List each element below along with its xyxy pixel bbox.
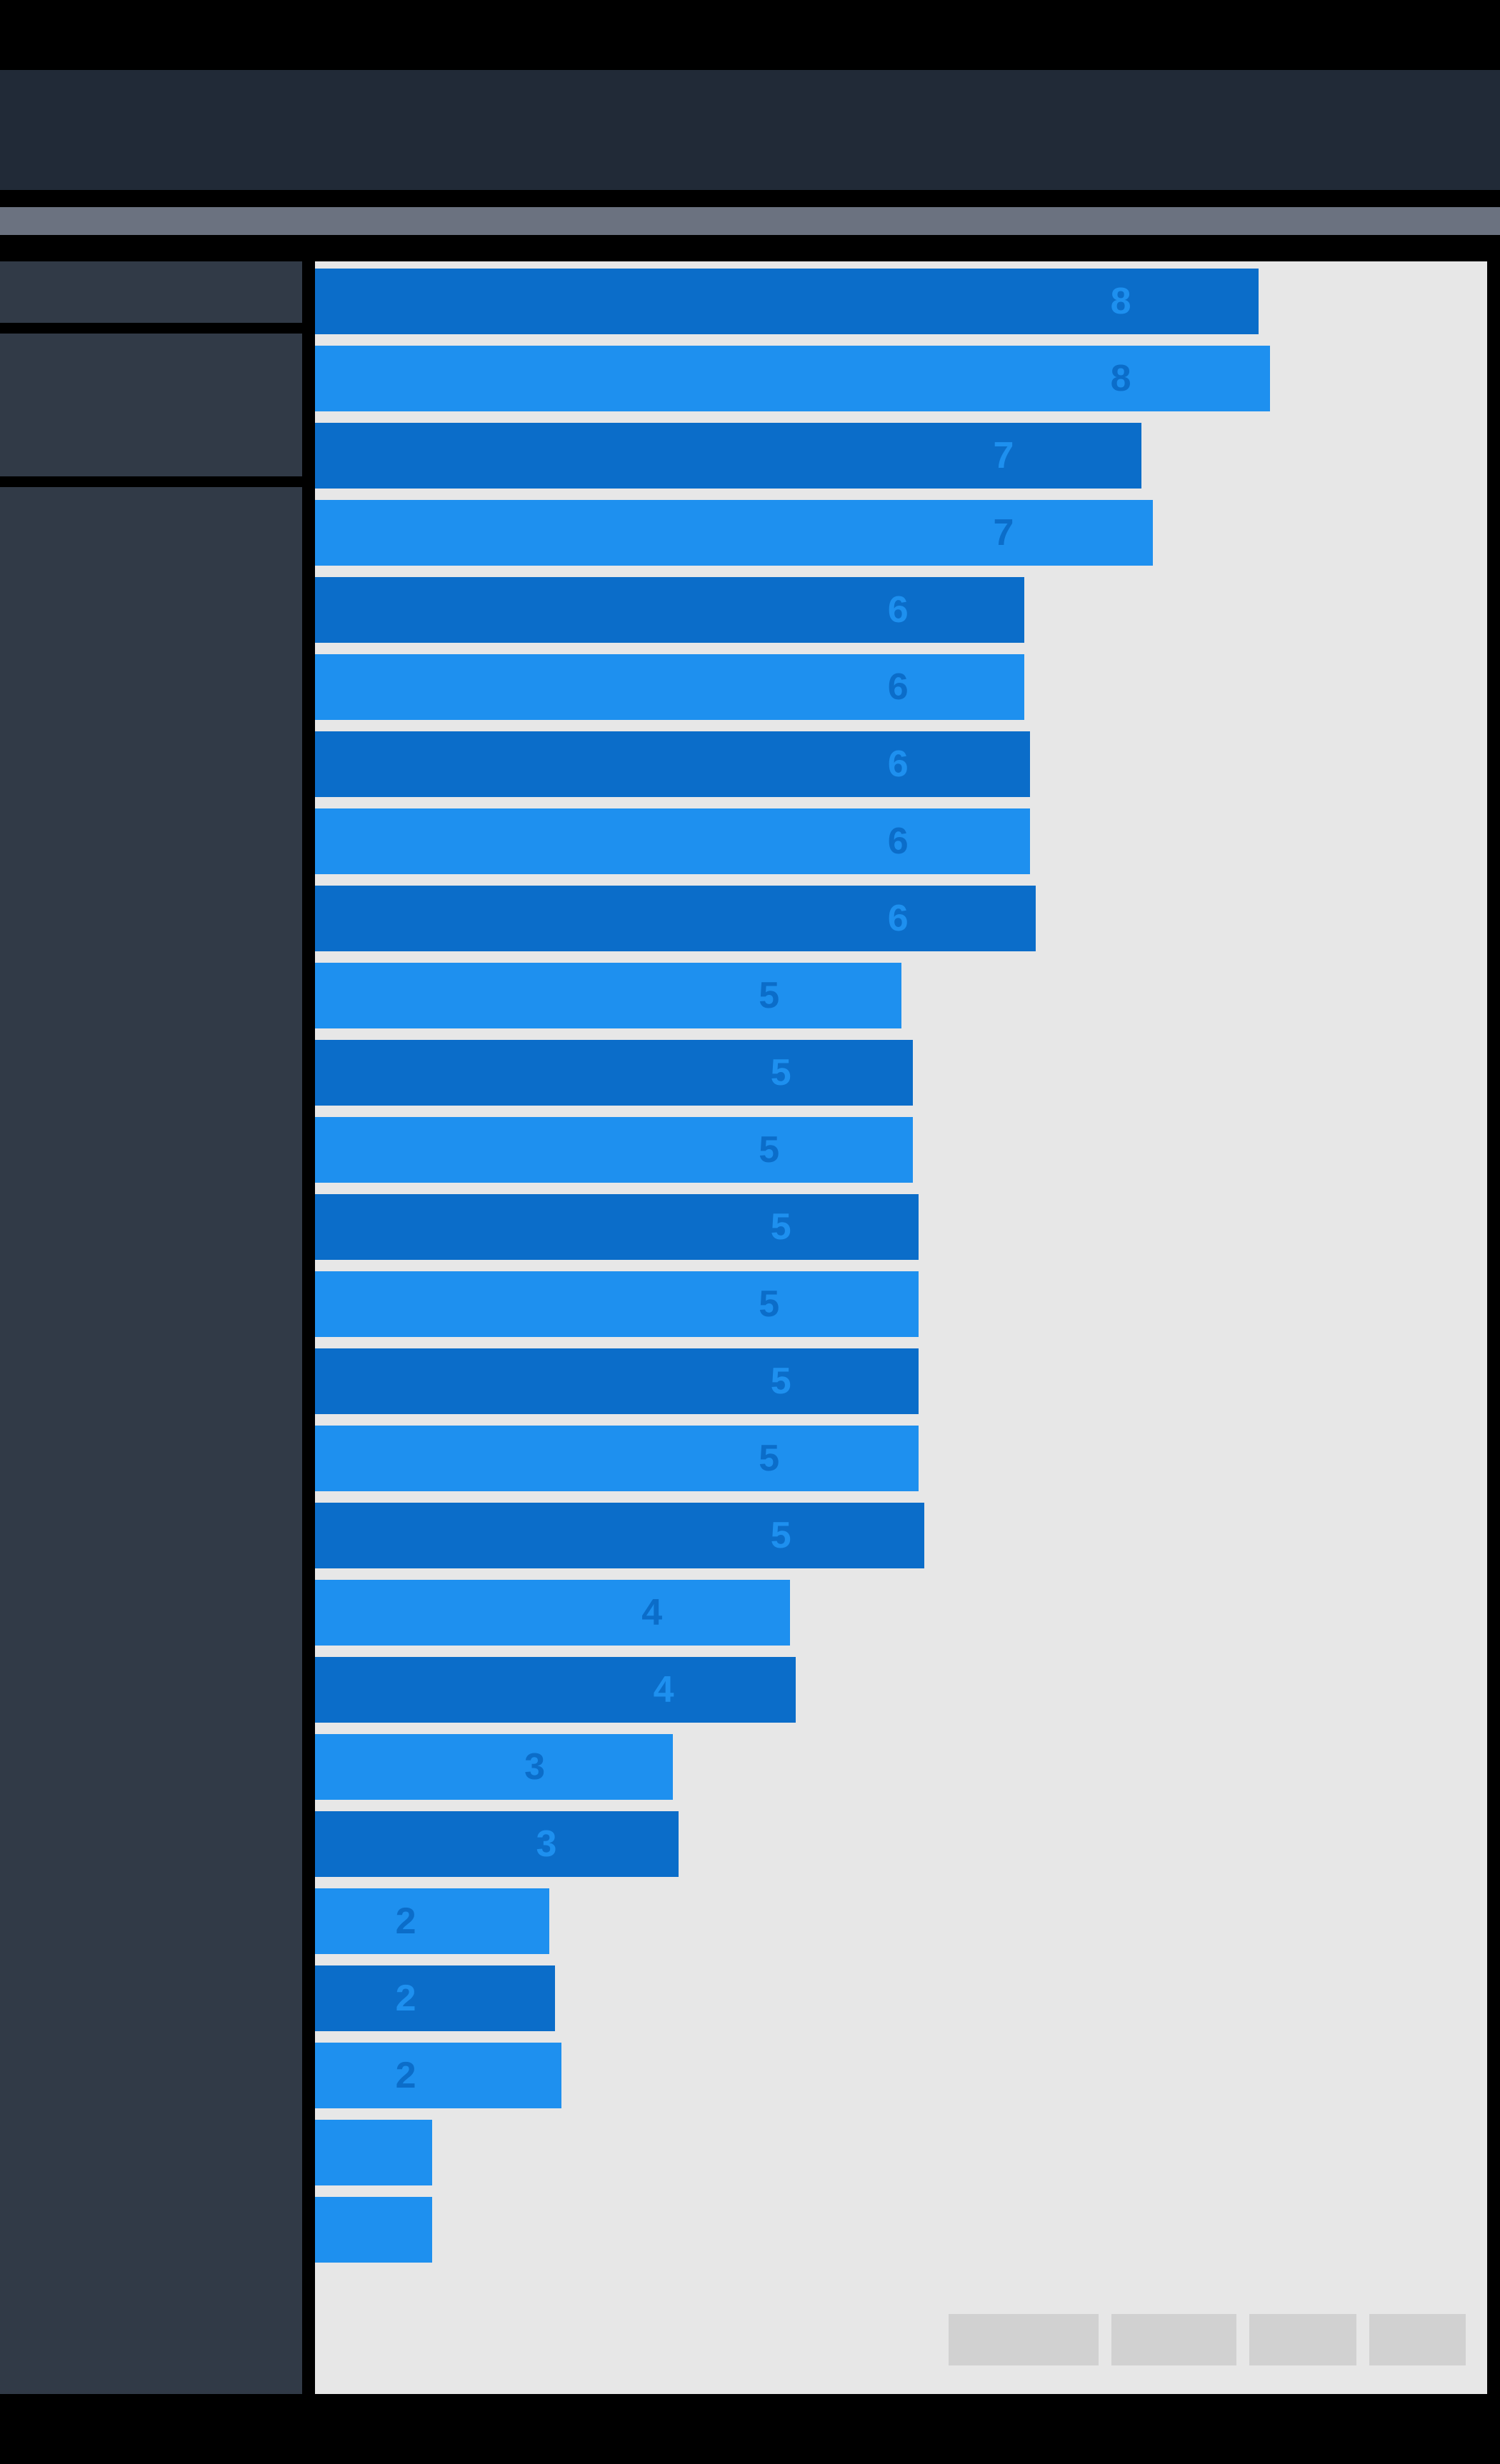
bar <box>315 963 901 1028</box>
footer-legend-item <box>1249 2314 1356 2365</box>
bar-row: 7 <box>315 423 1487 489</box>
bar-value-label: 5 <box>737 963 801 1028</box>
bar-row: 5 <box>315 1271 1487 1337</box>
bar <box>315 1503 924 1568</box>
bar-value-label: 5 <box>749 1503 813 1568</box>
bar-value-label: 6 <box>866 886 930 951</box>
bar-value-label: 7 <box>971 500 1036 566</box>
bar-row: 6 <box>315 654 1487 720</box>
bar-value-label: 4 <box>631 1657 696 1723</box>
bar-value-label: 3 <box>514 1811 579 1877</box>
bar-value-label: 8 <box>1089 269 1153 334</box>
bar-row: 4 <box>315 1580 1487 1646</box>
axis-gutter <box>302 261 315 2394</box>
header-stripe-2 <box>0 70 1500 190</box>
bar-value-label: 4 <box>620 1580 684 1646</box>
bar-row: 6 <box>315 731 1487 797</box>
bar <box>315 1734 673 1800</box>
bar-row: 2 <box>315 2043 1487 2108</box>
bar-value-label: 8 <box>1089 346 1153 411</box>
header-stripe-1 <box>0 0 1500 70</box>
sidebar-block <box>0 261 302 323</box>
header-stripe-4 <box>0 207 1500 235</box>
bar-value-label: 6 <box>866 577 930 643</box>
bar-row: 6 <box>315 577 1487 643</box>
bar-value-label: 5 <box>749 1040 813 1106</box>
bar-row: 8 <box>315 346 1487 411</box>
bar-value-label: 2 <box>374 2043 438 2108</box>
bar <box>315 1426 919 1491</box>
header-stripe-3 <box>0 190 1500 207</box>
bar-row: 5 <box>315 1503 1487 1568</box>
bar <box>315 1580 790 1646</box>
main-row: 887766666555555554433222 <box>0 261 1500 2394</box>
bar-value-label: 5 <box>749 1348 813 1414</box>
sidebar <box>0 261 302 2394</box>
bar <box>315 2120 432 2185</box>
plot-wrap: 887766666555555554433222 <box>315 261 1500 2394</box>
footer-legend-item <box>949 2314 1099 2365</box>
bar-value-label: 5 <box>749 1194 813 1260</box>
bar-value-label: 6 <box>866 808 930 874</box>
bar-row: 2 <box>315 1965 1487 2031</box>
bar-row: 5 <box>315 1117 1487 1183</box>
bar-row: 8 <box>315 269 1487 334</box>
bar-row <box>315 2120 1487 2185</box>
bar-value-label: 6 <box>866 654 930 720</box>
bar <box>315 1811 679 1877</box>
bar-value-label: 2 <box>374 1888 438 1954</box>
bar-row: 6 <box>315 808 1487 874</box>
page-root: 887766666555555554433222 <box>0 0 1500 2464</box>
sidebar-block <box>0 334 302 476</box>
bar-row: 2 <box>315 1888 1487 1954</box>
bar-row: 7 <box>315 500 1487 566</box>
bar <box>315 1040 913 1106</box>
bar-value-label: 2 <box>374 1965 438 2031</box>
bar-row: 3 <box>315 1734 1487 1800</box>
sidebar-block <box>0 487 302 2394</box>
plot-area: 887766666555555554433222 <box>315 261 1487 2394</box>
bar <box>315 1348 919 1414</box>
bar-value-label: 3 <box>503 1734 567 1800</box>
bar-value-label: 7 <box>971 423 1036 489</box>
footer-legend-item <box>1369 2314 1466 2365</box>
footer-legend <box>949 2314 1466 2365</box>
header-stripe-5 <box>0 235 1500 261</box>
bar-row: 5 <box>315 1348 1487 1414</box>
bars-container: 887766666555555554433222 <box>315 269 1487 2274</box>
bar-value-label: 5 <box>737 1117 801 1183</box>
bar-row: 5 <box>315 1040 1487 1106</box>
bar-row: 4 <box>315 1657 1487 1723</box>
bar-row: 5 <box>315 1426 1487 1491</box>
bar-row: 5 <box>315 963 1487 1028</box>
bar-row: 5 <box>315 1194 1487 1260</box>
bar-row <box>315 2197 1487 2263</box>
bar <box>315 2043 561 2108</box>
bar-value-label: 6 <box>866 731 930 797</box>
bar <box>315 1117 913 1183</box>
bar <box>315 1271 919 1337</box>
bar-value-label: 5 <box>737 1271 801 1337</box>
footer-legend-item <box>1111 2314 1236 2365</box>
bar <box>315 2197 432 2263</box>
bar-row: 6 <box>315 886 1487 951</box>
bar <box>315 1194 919 1260</box>
bar-row: 3 <box>315 1811 1487 1877</box>
bar-value-label: 5 <box>737 1426 801 1491</box>
bar <box>315 1657 796 1723</box>
